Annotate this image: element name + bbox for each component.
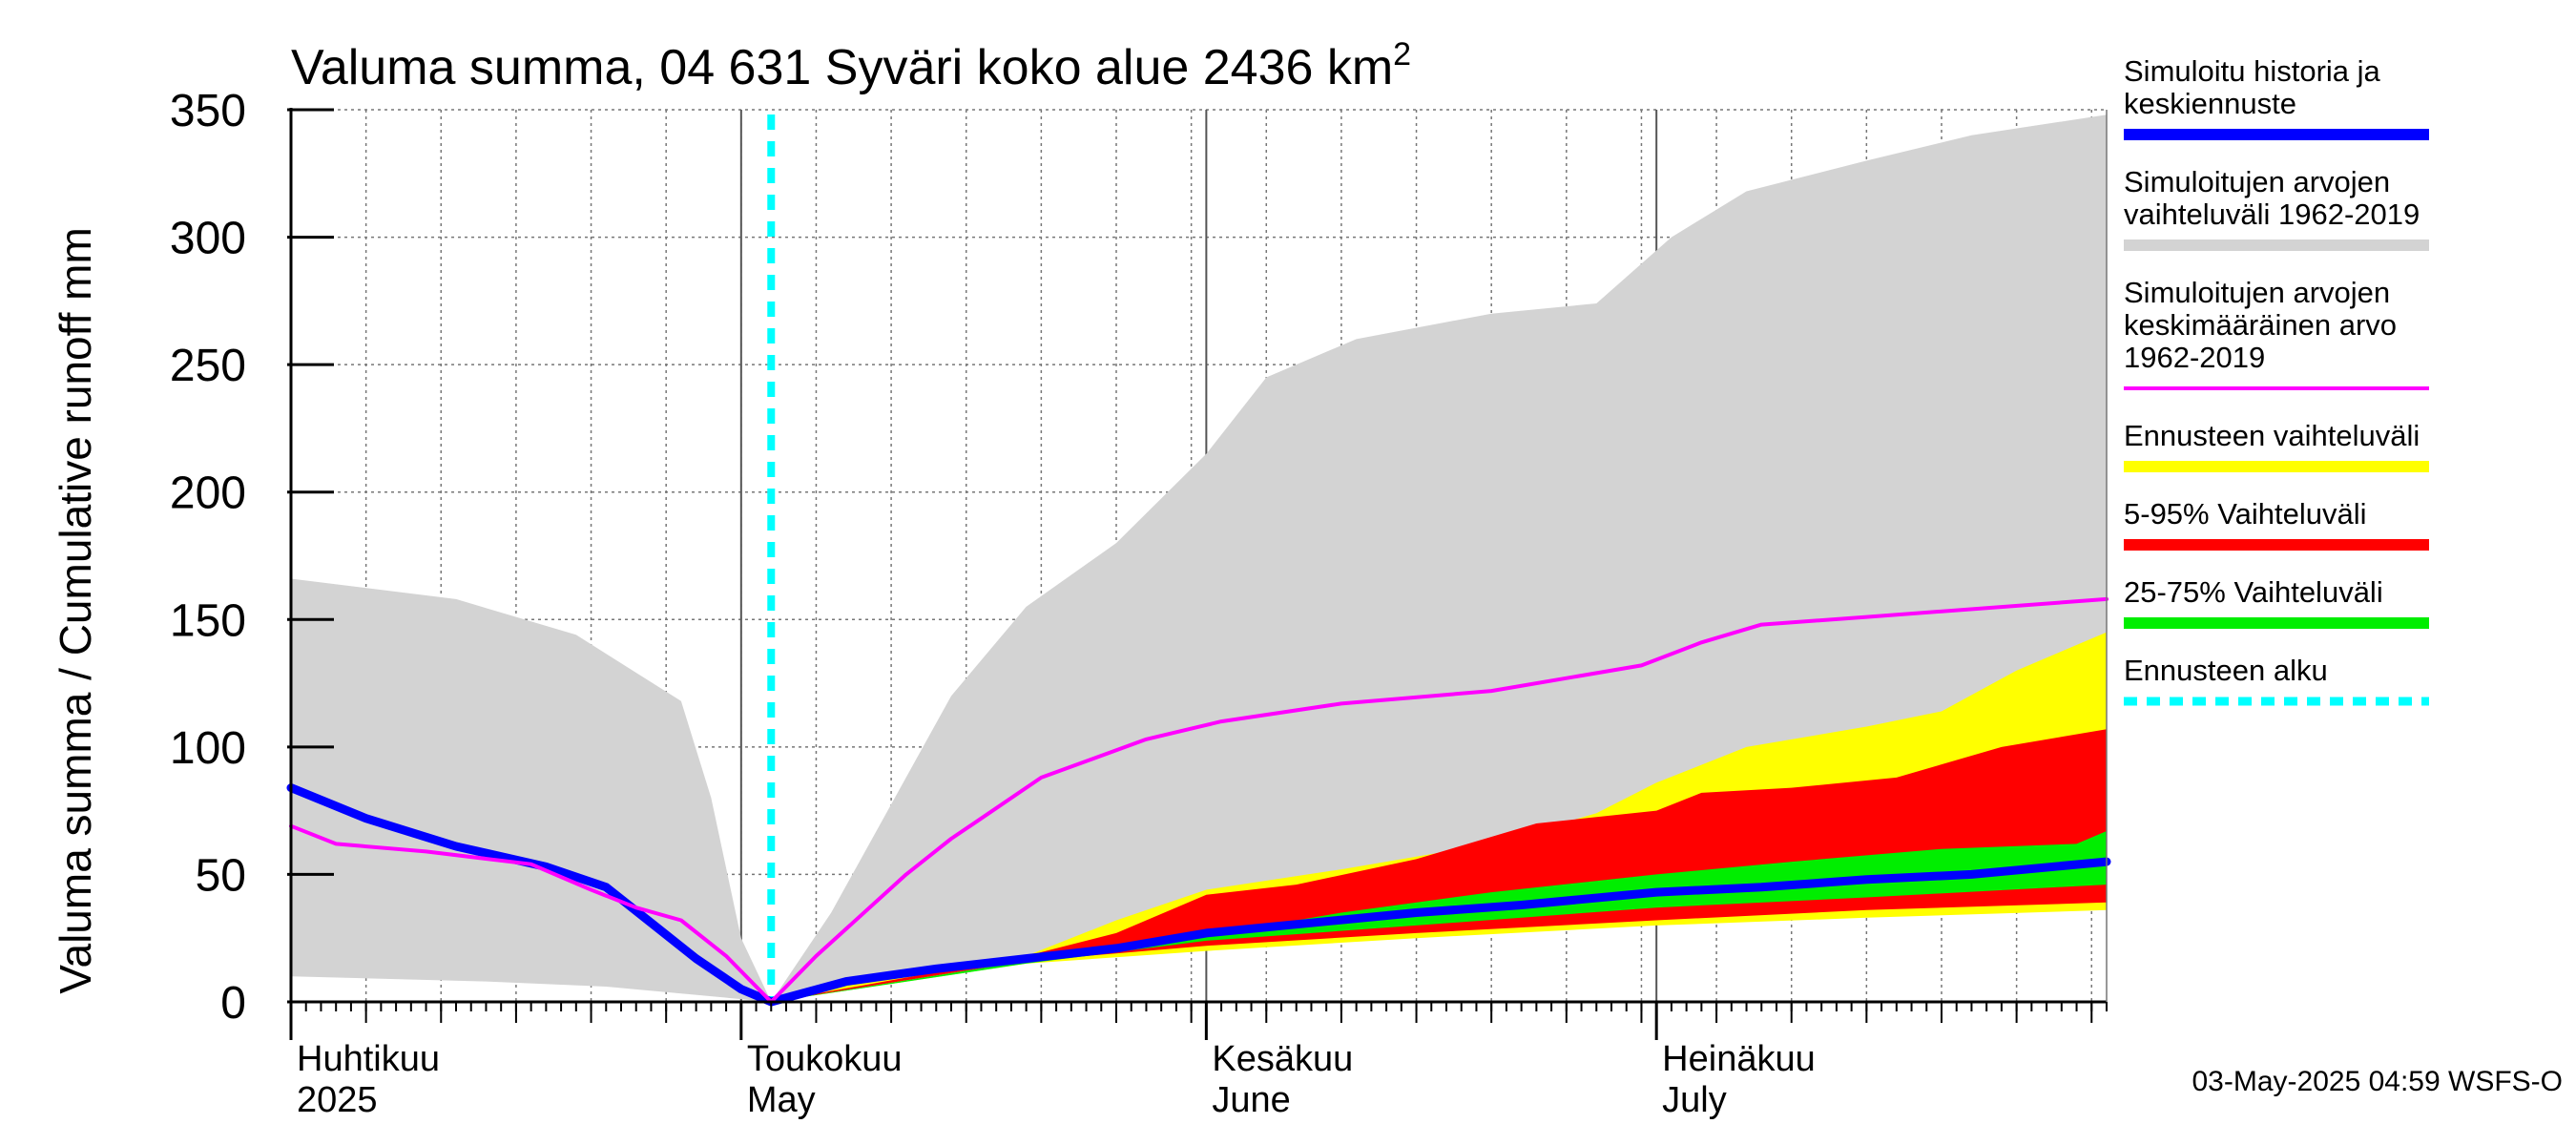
line-sim_mean xyxy=(289,596,2109,1004)
legend-item: Ennusteen vaihteluväli xyxy=(2124,419,2429,472)
month-label-fi: Huhtikuu xyxy=(297,1039,440,1079)
band-p25_75 xyxy=(771,831,2107,1002)
y-tick-label: 100 xyxy=(170,723,246,774)
y-tick-label: 200 xyxy=(170,468,246,519)
y-tick-label: 250 xyxy=(170,341,246,391)
y-axis-label: Valuma summa / Cumulative runoff mm xyxy=(51,227,100,994)
legend: Simuloitu historia jakeskiennusteSimuloi… xyxy=(2124,54,2429,706)
legend-text: Simuloitujen arvojen xyxy=(2124,165,2390,198)
month-label-fi: Heinäkuu xyxy=(1662,1039,1816,1079)
y-tick-label: 50 xyxy=(196,850,246,901)
legend-text: vaihteluväli 1962-2019 xyxy=(2124,198,2420,231)
legend-item: 5-95% Vaihteluväli xyxy=(2124,497,2429,551)
legend-text: 25-75% Vaihteluväli xyxy=(2124,575,2383,609)
band-p5_95 xyxy=(771,729,2107,1002)
month-label-fi: Toukokuu xyxy=(747,1039,903,1079)
month-label-en: May xyxy=(747,1080,816,1120)
legend-text: 5-95% Vaihteluväli xyxy=(2124,497,2366,531)
month-label-en: 2025 xyxy=(297,1080,378,1120)
legend-item: Ennusteen alku xyxy=(2124,654,2429,706)
y-tick-label: 300 xyxy=(170,214,246,264)
legend-item: 25-75% Vaihteluväli xyxy=(2124,575,2429,629)
line-sim_history xyxy=(286,783,2111,1007)
legend-text: Simuloitujen arvojen xyxy=(2124,276,2390,309)
month-label-fi: Kesäkuu xyxy=(1212,1039,1353,1079)
chart-title-main: Valuma summa, 04 631 Syväri koko alue 24… xyxy=(291,40,1393,95)
month-label-en: June xyxy=(1212,1080,1290,1120)
chart-title-superscript: 2 xyxy=(1393,36,1411,73)
legend-text: keskimääräinen arvo xyxy=(2124,308,2397,342)
y-tick-label: 350 xyxy=(170,86,246,136)
y-tick-label: 150 xyxy=(170,595,246,646)
legend-text: keskiennuste xyxy=(2124,87,2296,120)
month-label-en: July xyxy=(1662,1080,1727,1120)
footer-timestamp: 03-May-2025 04:59 WSFS-O xyxy=(2192,1066,2564,1097)
y-tick-label: 0 xyxy=(220,978,246,1029)
chart-title: Valuma summa, 04 631 Syväri koko alue 24… xyxy=(291,36,1411,95)
band-sim_range xyxy=(291,114,2107,1003)
legend-text: 1962-2019 xyxy=(2124,341,2265,374)
legend-text: Ennusteen alku xyxy=(2124,654,2328,687)
legend-text: Ennusteen vaihteluväli xyxy=(2124,419,2420,452)
legend-text: Simuloitu historia ja xyxy=(2124,54,2381,88)
